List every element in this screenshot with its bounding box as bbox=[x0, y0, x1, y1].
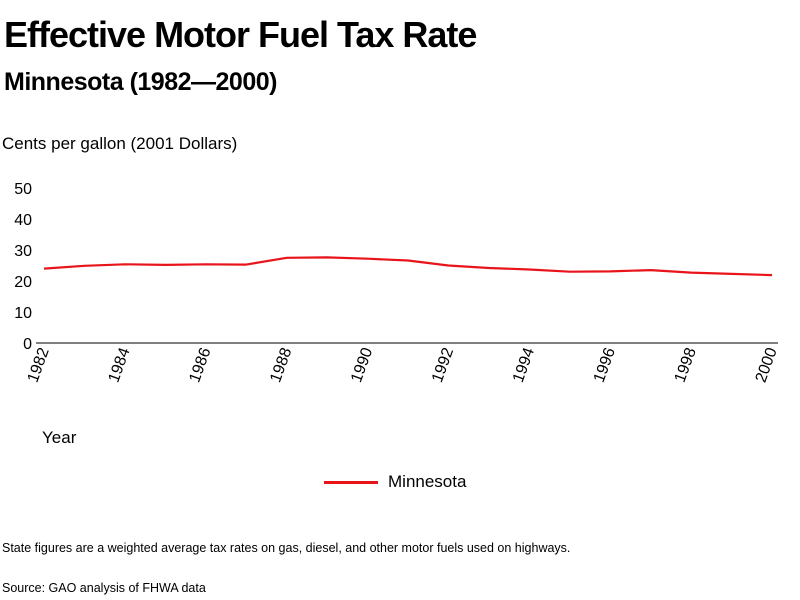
legend: Minnesota bbox=[324, 472, 466, 492]
x-tick-label: 2000 bbox=[753, 345, 781, 384]
y-tick-label: 30 bbox=[14, 243, 32, 260]
x-tick-label: 1986 bbox=[186, 345, 214, 384]
x-tick-label: 1998 bbox=[672, 345, 700, 384]
x-tick-label: 1984 bbox=[105, 345, 133, 384]
x-axis-label: Year bbox=[42, 428, 77, 447]
x-tick-label: 1996 bbox=[591, 345, 619, 384]
y-tick-label: 0 bbox=[23, 336, 32, 353]
chart-title: Effective Motor Fuel Tax Rate bbox=[4, 14, 477, 55]
x-tick-label: 1988 bbox=[267, 345, 295, 384]
x-tick-label: 1994 bbox=[510, 345, 538, 384]
y-tick-label: 20 bbox=[14, 274, 32, 291]
source-note: Source: GAO analysis of FHWA data bbox=[2, 581, 206, 595]
legend-label-minnesota: Minnesota bbox=[388, 472, 467, 491]
x-tick-label: 1992 bbox=[429, 345, 457, 384]
footnote: State figures are a weighted average tax… bbox=[2, 541, 571, 555]
legend-swatch-minnesota bbox=[324, 480, 378, 484]
y-tick-label: 10 bbox=[14, 305, 32, 322]
y-tick-label: 40 bbox=[14, 212, 32, 229]
x-tick-label: 1990 bbox=[348, 345, 376, 384]
chart-subtitle: Minnesota (1982—2000) bbox=[4, 68, 277, 96]
y-axis-label: Cents per gallon (2001 Dollars) bbox=[2, 134, 238, 153]
series-line-minnesota bbox=[43, 256, 773, 277]
y-tick-label: 50 bbox=[14, 181, 32, 198]
